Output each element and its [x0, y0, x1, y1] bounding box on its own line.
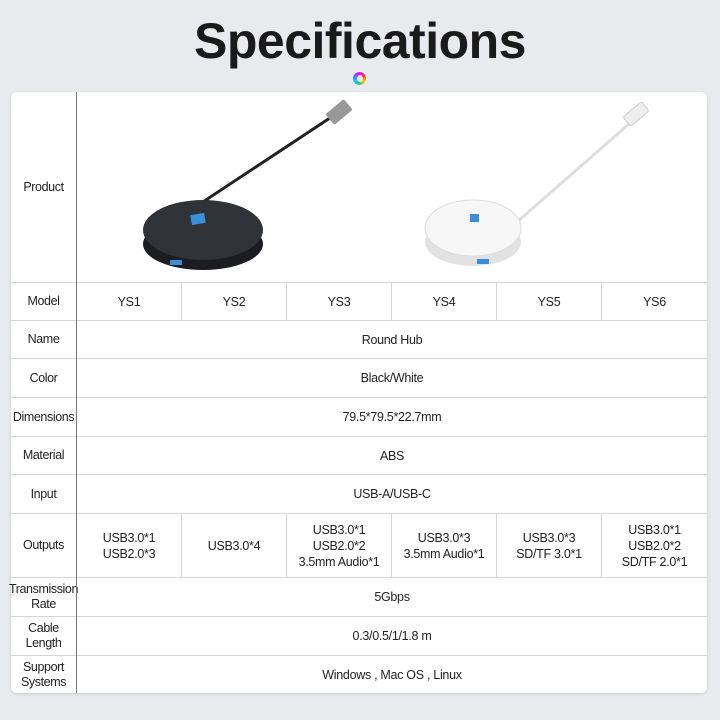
column-divider [76, 92, 77, 693]
model-label: Model [27, 294, 60, 308]
model-cell: YS5 [496, 283, 601, 320]
model-cell: YS4 [391, 283, 496, 320]
spec-table: Product Model YS1 YS2 YS3 Y [8, 92, 707, 693]
row-label: Dimensions [12, 409, 75, 424]
row-value: 79.5*79.5*22.7mm [342, 410, 442, 424]
model-cell: YS1 [76, 283, 181, 320]
material-row: Material ABS [11, 436, 707, 474]
outputs-cell: USB3.0*4 [181, 514, 286, 577]
row-value: 5Gbps [374, 590, 410, 604]
outputs-cell: USB3.0*3 3.5mm Audio*1 [391, 514, 496, 577]
row-label: Color [29, 370, 58, 385]
row-label: Cable Length [25, 621, 62, 650]
product-label: Product [23, 179, 64, 194]
row-value: Round Hub [361, 332, 423, 347]
cable-row: Cable Length 0.3/0.5/1/1.8 m [11, 616, 707, 655]
row-value: Windows , Mac OS , Linux [322, 667, 462, 682]
row-value: ABS [379, 448, 405, 463]
row-label: Support Systems [20, 659, 67, 689]
product-images [143, 99, 649, 270]
name-row: Name Round Hub [11, 320, 707, 358]
row-label: Material [22, 448, 65, 462]
outputs-cell: USB3.0*1 USB2.0*2 3.5mm Audio*1 [286, 514, 391, 577]
dimensions-row: Dimensions 79.5*79.5*22.7mm [11, 397, 707, 436]
input-row: Input USB-A/USB-C [11, 474, 707, 513]
white-hub-image [424, 102, 649, 266]
color-row: Color Black/White [11, 358, 707, 397]
model-cell: YS3 [286, 283, 391, 320]
outputs-label: Outputs [23, 538, 64, 552]
outputs-cell: USB3.0*1 USB2.0*3 [76, 514, 181, 577]
brand-logo-icon [353, 72, 366, 85]
page-title: Specifications [194, 13, 527, 69]
outputs-row: Outputs USB3.0*1 USB2.0*3 USB3.0*4 USB3.… [11, 513, 707, 577]
outputs-cell: USB3.0*1 USB2.0*2 SD/TF 2.0*1 [601, 514, 707, 577]
product-row: Product [11, 92, 707, 282]
model-row: Model YS1 YS2 YS3 YS4 YS5 YS6 [11, 282, 707, 320]
systems-row: Support Systems Windows , Mac OS , Linux [11, 655, 707, 693]
model-cell: YS2 [181, 283, 286, 320]
row-value: 0.3/0.5/1/1.8 m [352, 629, 432, 643]
model-cell: YS6 [601, 283, 707, 320]
black-hub-image [143, 99, 352, 270]
row-label: Name [27, 332, 60, 346]
outputs-cell: USB3.0*3 SD/TF 3.0*1 [496, 514, 601, 577]
transmission-row: Transmission Rate 5Gbps [8, 577, 707, 616]
row-value: Black/White [360, 371, 424, 385]
row-label: Input [30, 486, 57, 501]
row-value: USB-A/USB-C [353, 487, 431, 501]
row-label: Transmission Rate [8, 582, 79, 611]
